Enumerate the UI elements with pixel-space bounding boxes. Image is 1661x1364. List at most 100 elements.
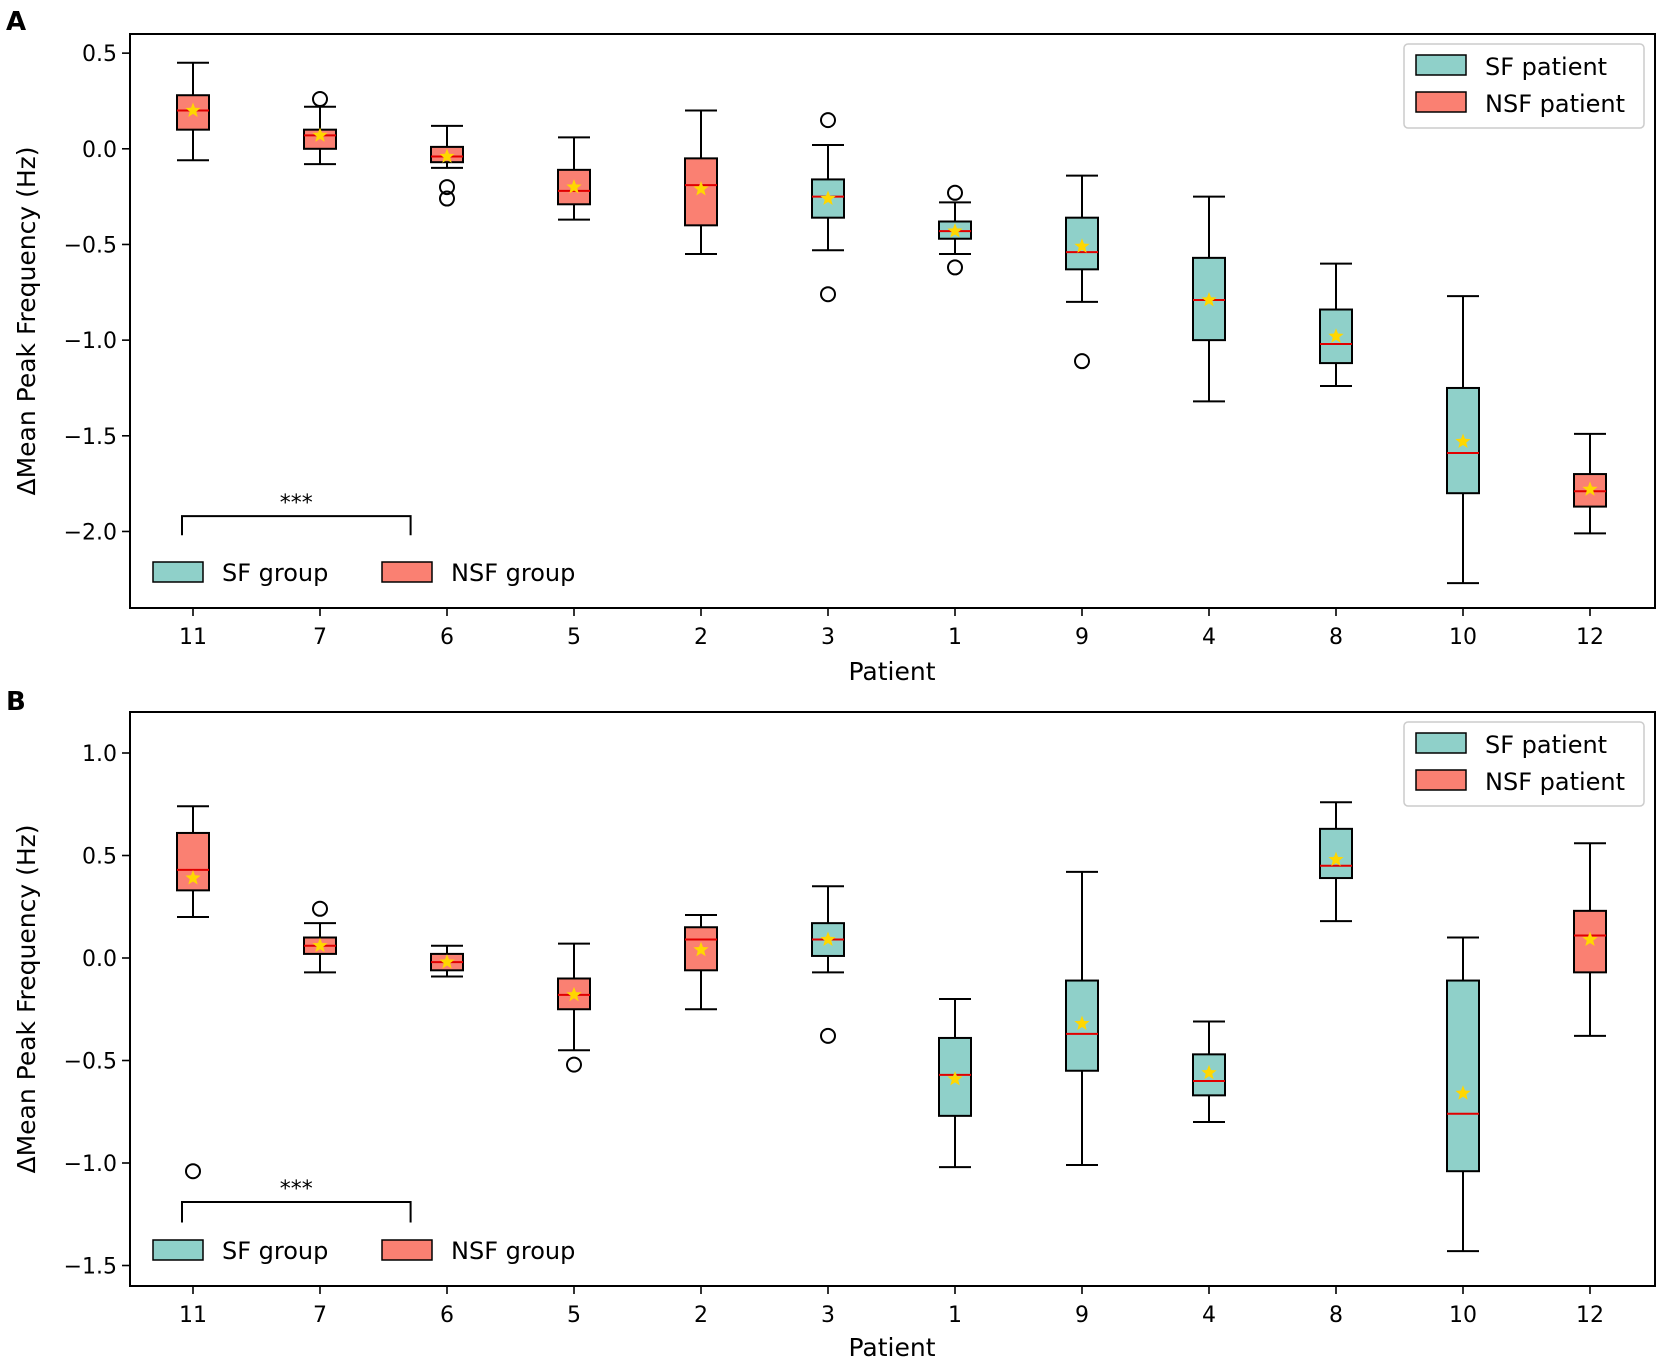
x-tick-label: 8 [1329,1303,1343,1328]
mean-star-marker [1455,1085,1471,1100]
iqr-box [684,926,718,972]
bracket-line [181,1200,412,1223]
x-tick-label: 11 [179,1303,207,1328]
y-tick-label: −1.5 [64,425,117,450]
x-tick-label: 12 [1576,625,1604,650]
legend-label-sf-group: SF group [222,559,328,587]
box-patient-2 [684,109,718,256]
box-patient-7 [303,91,337,166]
y-tick-label: −1.0 [64,1152,117,1177]
panel-a: A 0.5 0.0 −0.5 −1.0 −1.5 −2.0 11 7 6 5 2 3 1 9 4 8 10 12… [6,7,1656,686]
mean-star-marker [947,223,963,238]
panel-b-boxes [176,801,1607,1253]
legend-swatch-sf-group [152,1239,204,1261]
outlier-point [947,259,963,276]
mean-star-marker [566,179,582,194]
x-tick-label: 9 [1075,1303,1089,1328]
mean-star-marker [1328,851,1344,867]
x-tick-label: 10 [1449,625,1477,650]
mean-star-marker [312,937,328,953]
x-tick-label: 1 [948,1303,962,1328]
box-patient-6 [430,124,464,207]
box-patient-6 [430,944,464,978]
outlier-point [566,1056,582,1073]
mean-star-marker [693,180,709,196]
x-tick-label: 5 [567,625,581,650]
outlier-point [312,900,328,917]
y-tick-label: −0.5 [64,1050,117,1075]
mean-star-marker [820,931,836,947]
legend-label-nsf-group: NSF group [451,559,575,587]
x-tick-label: 6 [440,625,454,650]
x-tick-label: 3 [821,625,835,650]
mean-star-marker [1074,1015,1090,1031]
mean-star-marker [439,954,455,969]
mean-star-marker [1582,481,1598,496]
x-tick-label: 6 [440,1303,454,1328]
x-tick-label: 2 [694,625,708,650]
iqr-box [557,977,591,1011]
x-tick-label: 2 [694,1303,708,1328]
x-tick-label: 5 [567,1303,581,1328]
x-tick-label: 4 [1202,625,1216,650]
panel-a-label: A [6,7,26,37]
legend-label-sf-group: SF group [222,1237,328,1265]
mean-star-marker [1455,433,1471,449]
box-patient-1 [938,184,972,276]
mean-star-marker [185,102,201,118]
panel-b-patient-legend: SF patient NSF patient [1403,721,1645,807]
outlier-point [820,112,836,129]
box-patient-1 [938,998,972,1169]
y-tick-label: 0.0 [82,947,117,972]
y-tick-label: −2.0 [64,520,117,545]
y-tick-label: −1.5 [64,1255,117,1280]
y-tick-label: 0.5 [82,845,117,870]
mean-star-marker [312,127,328,142]
mean-star-marker [566,986,582,1002]
outlier-point [947,184,963,201]
panel-b-x-axis: 11 7 6 5 2 3 1 9 4 8 10 12 [179,1286,1604,1328]
panel-a-boxes [176,61,1607,585]
panel-b-y-axis: 1.0 0.5 0.0 −0.5 −1.0 −1.5 [64,742,130,1280]
panel-a-y-axis-label: ΔMean Peak Frequency (Hz) [12,147,41,496]
box-patient-10 [1446,295,1480,585]
box-patient-4 [1192,195,1226,403]
mean-star-marker [693,941,709,957]
y-tick-label: 1.0 [82,742,117,767]
x-tick-label: 11 [179,625,207,650]
significance-stars: *** [280,491,313,516]
outlier-point [820,1027,836,1044]
mean-star-marker [1201,291,1217,307]
panel-a-group-legend: SF group NSF group [152,559,575,587]
outlier-point [439,190,455,207]
mean-star-marker [820,190,836,206]
x-tick-label: 4 [1202,1303,1216,1328]
legend-label-nsf-patient: NSF patient [1485,90,1625,118]
box-patient-3 [811,885,845,1044]
mean-star-marker [439,148,455,163]
legend-swatch-sf-group [152,561,204,583]
box-patient-8 [1319,262,1353,388]
box-patient-3 [811,112,845,303]
x-tick-label: 12 [1576,1303,1604,1328]
panel-a-y-axis: 0.5 0.0 −0.5 −1.0 −1.5 −2.0 [64,42,130,545]
legend-swatch-nsf-group [381,561,433,583]
box-patient-11 [176,61,210,162]
x-tick-label: 9 [1075,625,1089,650]
legend-swatch-nsf-group [381,1239,433,1261]
y-tick-label: −1.0 [64,329,117,354]
y-tick-label: −0.5 [64,233,117,258]
outlier-point [439,179,455,196]
legend-swatch-nsf-patient [1415,91,1467,113]
mean-star-marker [185,870,201,885]
legend-label-sf-patient: SF patient [1485,731,1607,759]
box-patient-8 [1319,801,1353,923]
panel-a-x-axis-label: Patient [848,657,935,686]
mean-star-marker [1074,238,1090,253]
legend-swatch-sf-patient [1415,54,1467,76]
outlier-point [185,1163,201,1180]
iqr-box [176,831,210,892]
outlier-point [312,91,328,108]
panel-b-y-axis-label: ΔMean Peak Frequency (Hz) [12,825,41,1174]
